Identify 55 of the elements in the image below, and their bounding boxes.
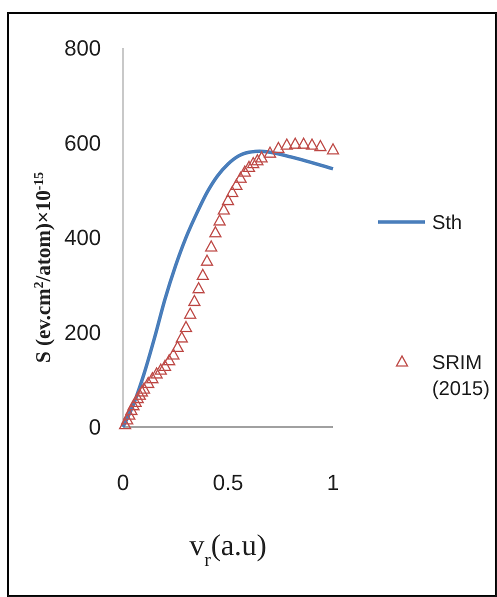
point [280,138,293,150]
x-tick-label: 0 [116,470,130,495]
y-tick-label: 200 [64,320,101,345]
point [264,146,276,158]
y-tick-label: 0 [88,414,101,440]
point [180,320,192,332]
y-tick-label: 800 [64,36,101,61]
x-axis-title: v$_{r}$(a.u) [189,529,267,570]
point [314,140,327,152]
point [118,418,132,430]
point [188,294,201,306]
point [142,376,154,388]
point [150,367,163,379]
point [176,331,188,343]
point [184,308,196,319]
point [222,194,234,206]
point [234,172,247,183]
point [272,142,285,154]
point [230,178,243,190]
point [297,138,310,149]
point [163,354,176,366]
point [123,408,136,420]
point [132,392,144,404]
y-tick-label: 600 [64,130,101,156]
point [209,226,222,238]
point [196,268,209,280]
point [238,165,251,177]
point [138,382,150,394]
point [167,348,180,360]
point [289,138,302,149]
point [205,240,218,252]
y-tick-label: 400 [64,225,101,250]
point [136,385,148,397]
point [146,372,159,384]
point [251,154,264,166]
point [121,413,134,425]
point [213,214,226,226]
legend-label: Sth [432,212,462,234]
x-tick-label: 0.5 [212,470,244,495]
point [242,160,256,172]
point [326,143,340,155]
point [200,254,214,266]
point [218,203,230,215]
point [192,282,205,294]
point [226,186,238,198]
x-tick-label: 1 [326,470,340,495]
point [255,151,268,163]
point [154,364,167,375]
point [247,156,260,168]
point [125,404,138,416]
point [306,138,318,150]
legend-label: SRIM (2015) [432,352,490,400]
point [158,360,172,372]
point [127,399,140,410]
point [171,340,184,352]
